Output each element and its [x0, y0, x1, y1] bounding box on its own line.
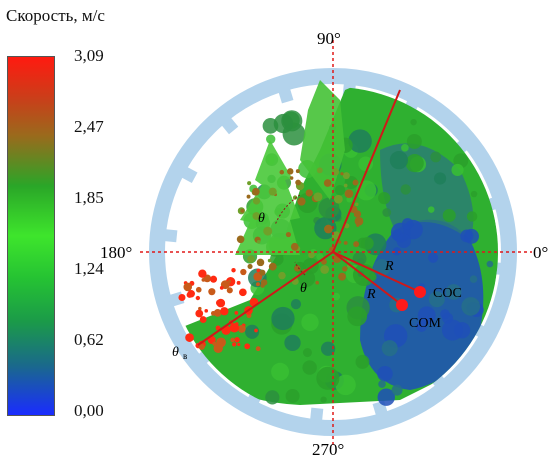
velocity-colorbar	[7, 56, 55, 416]
theta-middle-label: θ	[300, 281, 307, 296]
colorbar-tick-5: 0,62	[74, 330, 104, 349]
theta-toe-label: θ	[172, 345, 179, 360]
r-com-vector	[332, 251, 403, 306]
r-coc-vector	[332, 251, 421, 293]
toe-vector	[197, 251, 334, 346]
colorbar-tick-2: 2,47	[74, 117, 104, 136]
r-coc-label: R	[384, 259, 394, 274]
angle-180-label: 180°	[100, 243, 132, 262]
coc-point	[414, 286, 426, 298]
coc-label: COC	[433, 286, 462, 301]
cataract-particles	[178, 167, 364, 354]
com-label: COM	[409, 316, 441, 331]
angle-90-label: 90°	[317, 29, 341, 48]
colorbar-title: Скорость, м/с	[6, 6, 105, 25]
r-com-label: R	[366, 287, 376, 302]
com-point	[396, 299, 408, 311]
colorbar-tick-min: 0,00	[74, 401, 104, 420]
colorbar-tick-4: 1,24	[74, 259, 104, 278]
colorbar-tick-3: 1,85	[74, 188, 104, 207]
angle-270-label: 270°	[312, 440, 344, 459]
theta-shoulder-label: θ	[258, 211, 265, 226]
shoulder-vector	[332, 89, 401, 253]
theta-toe-subscript: в	[183, 351, 187, 361]
angle-0-label: 0°	[533, 243, 548, 262]
colorbar-tick-max: 3,09	[74, 46, 104, 65]
